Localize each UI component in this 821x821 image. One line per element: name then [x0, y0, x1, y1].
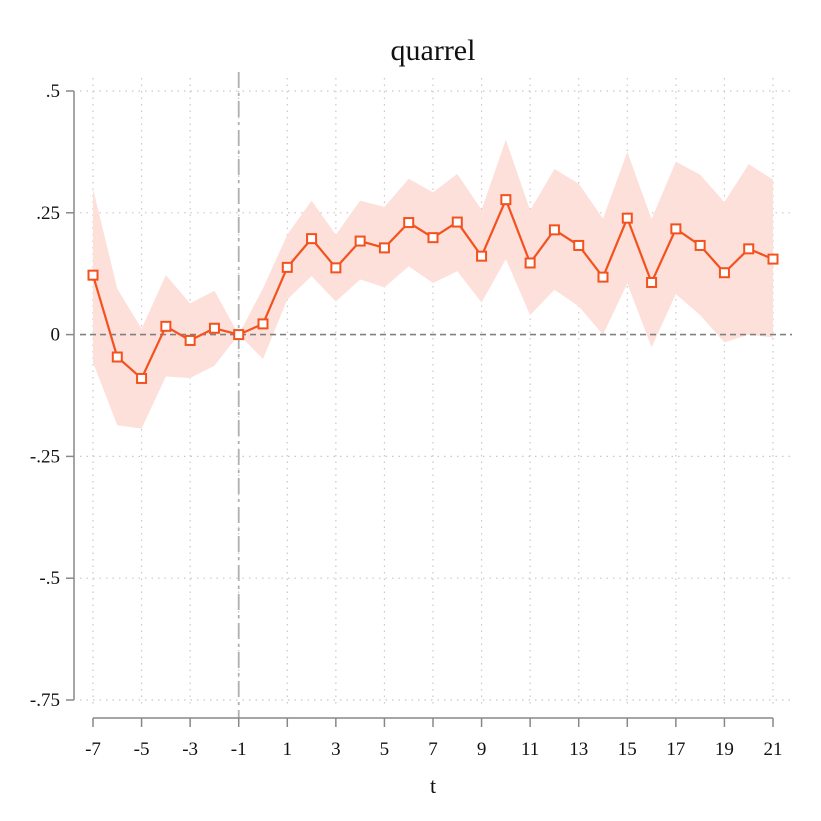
x-tick-label: 13 [569, 739, 588, 760]
y-tick-label: -.5 [39, 568, 60, 589]
y-tick-label: -.25 [30, 446, 60, 467]
confidence-band [93, 139, 773, 429]
y-tick-label: 0 [51, 325, 61, 346]
data-point [208, 322, 220, 334]
data-point [233, 329, 245, 341]
data-point [597, 271, 609, 283]
data-point [621, 212, 633, 224]
data-point [548, 224, 560, 236]
data-point [257, 318, 269, 330]
series-layer [87, 194, 779, 384]
data-point [330, 262, 342, 274]
x-tick-label: 21 [764, 739, 783, 760]
data-point [184, 334, 196, 346]
x-tick-label: -5 [134, 739, 150, 760]
chart-title: quarrel [391, 34, 476, 67]
x-tick-label: 17 [666, 739, 685, 760]
x-tick-label: 3 [331, 739, 341, 760]
y-tick-label: -.75 [30, 690, 60, 711]
x-axis-title: t [430, 773, 436, 798]
confidence-band-layer [93, 139, 773, 429]
x-tick-label: 19 [715, 739, 734, 760]
data-point [378, 242, 390, 254]
data-point [281, 261, 293, 273]
data-point [306, 233, 318, 245]
x-tick-label: 15 [618, 739, 637, 760]
data-point [87, 269, 99, 281]
reference-lines [80, 72, 792, 718]
data-point [136, 372, 148, 384]
y-tick-label: .25 [36, 203, 60, 224]
x-tick-label: 1 [283, 739, 293, 760]
y-tick-label: .5 [46, 81, 60, 102]
data-point [160, 320, 172, 332]
x-tick-label: -3 [182, 739, 198, 760]
x-tick-label: 7 [428, 739, 438, 760]
axes: .5.250-.25-.5-.75-7 -5 -3 -1 1 3 5 7 9 11 13 15 17 19… [30, 81, 783, 760]
data-point [451, 216, 463, 228]
data-point [767, 253, 779, 265]
data-point [646, 276, 658, 288]
data-point [403, 217, 415, 229]
data-point [718, 267, 730, 279]
x-tick-label: -1 [231, 739, 247, 760]
data-point [573, 239, 585, 251]
data-point [111, 351, 123, 363]
data-point [500, 194, 512, 206]
data-point [524, 257, 536, 269]
x-tick-label: 9 [477, 739, 487, 760]
data-point [427, 232, 439, 244]
data-point [476, 250, 488, 262]
x-tick-label: 5 [380, 739, 390, 760]
data-point [743, 243, 755, 255]
data-point [354, 235, 366, 247]
x-tick-label: 11 [521, 739, 539, 760]
x-tick-label: -7 [85, 739, 101, 760]
data-point [670, 223, 682, 235]
data-point [694, 239, 706, 251]
